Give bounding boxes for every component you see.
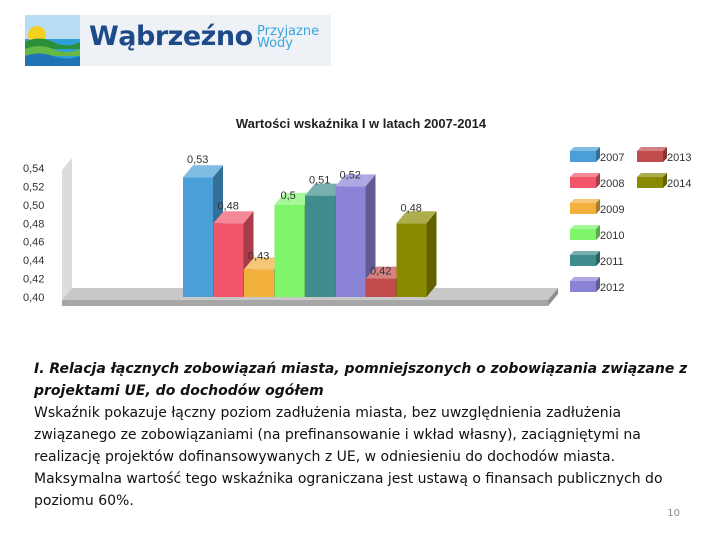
legend-label: 2011 bbox=[600, 256, 624, 268]
legend-item-2013: 2013 bbox=[637, 147, 691, 164]
bar-top bbox=[366, 266, 406, 279]
value-label-2013: 0,42 bbox=[370, 266, 391, 278]
legend-item-2012: 2012 bbox=[570, 277, 624, 294]
y-tick-label: 0,46 bbox=[23, 237, 44, 249]
legend-swatch-top bbox=[570, 277, 600, 281]
legend-label: 2008 bbox=[600, 178, 624, 190]
y-tick-label: 0,54 bbox=[23, 163, 44, 175]
y-tick-label: 0,52 bbox=[23, 181, 44, 193]
caption: I. Relacja łącznych zobowiązań miasta, p… bbox=[34, 358, 694, 512]
legend-item-2007: 2007 bbox=[570, 147, 624, 164]
legend-swatch-side bbox=[596, 277, 600, 292]
bar-front bbox=[183, 177, 213, 297]
bar-side bbox=[365, 174, 376, 297]
caption-body: Wskaźnik pokazuje łączny poziom zadłużen… bbox=[34, 405, 663, 509]
legend-swatch-side bbox=[596, 199, 600, 214]
bar-top bbox=[305, 183, 345, 196]
legend-swatch bbox=[637, 177, 663, 188]
legend-swatch-top bbox=[637, 173, 667, 177]
legend: 2007 2008 2009 2010 2011 2012 2013 2014 bbox=[570, 147, 691, 294]
bar-front bbox=[366, 278, 396, 297]
legend-swatch-top bbox=[637, 147, 667, 151]
bar-top bbox=[335, 174, 376, 187]
legend-swatch-top bbox=[570, 199, 600, 203]
legend-swatch bbox=[570, 255, 596, 266]
bar-front bbox=[244, 269, 274, 297]
y-tick-label: 0,48 bbox=[23, 218, 44, 230]
value-labels: 0,53 0,48 0,43 0,5 0,51 0,52 0,42 0,48 bbox=[187, 154, 422, 277]
bar-front bbox=[274, 204, 305, 297]
legend-label: 2007 bbox=[600, 152, 624, 164]
legend-item-2009: 2009 bbox=[570, 199, 624, 216]
legend-item-2010: 2010 bbox=[570, 225, 624, 242]
logo-town-name: Wąbrzeźno bbox=[89, 21, 253, 52]
y-tick-label: 0,42 bbox=[23, 274, 44, 286]
legend-label: 2014 bbox=[667, 178, 691, 190]
bar-top bbox=[244, 257, 284, 270]
legend-swatch-side bbox=[663, 147, 667, 162]
legend-swatch bbox=[570, 203, 596, 214]
legend-item-2008: 2008 bbox=[570, 173, 624, 190]
legend-swatch-side bbox=[663, 173, 667, 188]
bar-2014 bbox=[396, 211, 437, 297]
bars bbox=[183, 165, 437, 297]
legend-label: 2013 bbox=[667, 152, 691, 164]
sun-waves-icon bbox=[25, 15, 80, 66]
legend-swatch bbox=[637, 151, 663, 162]
city-logo: Wąbrzeźno Przyjazne Wody bbox=[25, 15, 331, 66]
page-number: 10 bbox=[667, 508, 680, 519]
value-label-2010: 0,5 bbox=[281, 190, 296, 202]
legend-swatch-top bbox=[570, 251, 600, 255]
logo-tagline-line-1: Przyjazne bbox=[257, 24, 320, 39]
y-tick-label: 0,40 bbox=[23, 292, 44, 304]
bar-2012 bbox=[335, 174, 376, 297]
legend-item-2011: 2011 bbox=[570, 251, 624, 268]
value-label-2009: 0,43 bbox=[248, 250, 269, 262]
legend-swatch bbox=[570, 151, 596, 162]
legend-swatch-side bbox=[596, 225, 600, 240]
legend-swatch-top bbox=[570, 147, 600, 151]
bar-top bbox=[183, 165, 223, 178]
bar-top bbox=[213, 211, 254, 224]
legend-label: 2009 bbox=[600, 204, 624, 216]
value-label-2012: 0,52 bbox=[340, 169, 361, 181]
logo-tagline-line-2: Wody bbox=[257, 36, 293, 51]
bar-front bbox=[305, 195, 335, 297]
bar-top bbox=[396, 211, 437, 224]
bar-front bbox=[335, 186, 366, 297]
value-label-2007: 0,53 bbox=[187, 154, 208, 166]
y-tick-label: 0,44 bbox=[23, 255, 44, 267]
legend-item-2014: 2014 bbox=[637, 173, 691, 190]
chart-title: Wartości wskaźnika I w latach 2007-2014 bbox=[236, 116, 487, 131]
legend-label: 2012 bbox=[600, 282, 624, 294]
bar-front bbox=[396, 223, 427, 297]
y-tick-label: 0,50 bbox=[23, 200, 44, 212]
legend-swatch-side bbox=[596, 173, 600, 188]
bar-top bbox=[274, 192, 315, 205]
legend-swatch-top bbox=[570, 173, 600, 177]
value-label-2008: 0,48 bbox=[218, 200, 239, 212]
value-label-2011: 0,51 bbox=[309, 175, 330, 187]
legend-swatch bbox=[570, 281, 596, 292]
legend-swatch-top bbox=[570, 225, 600, 229]
bar-chart: Wartości wskaźnika I w latach 2007-2014 … bbox=[23, 116, 691, 306]
y-axis-labels: 0,54 0,52 0,50 0,48 0,46 0,44 0,42 0,40 bbox=[23, 163, 44, 304]
legend-label: 2010 bbox=[600, 230, 624, 242]
bar-side bbox=[426, 211, 437, 297]
legend-swatch-side bbox=[596, 251, 600, 266]
bar-front bbox=[213, 223, 244, 297]
legend-swatch-side bbox=[596, 147, 600, 162]
caption-heading: I. Relacja łącznych zobowiązań miasta, p… bbox=[34, 361, 688, 399]
legend-swatch bbox=[570, 177, 596, 188]
legend-swatch bbox=[570, 229, 596, 240]
value-label-2014: 0,48 bbox=[401, 202, 422, 214]
